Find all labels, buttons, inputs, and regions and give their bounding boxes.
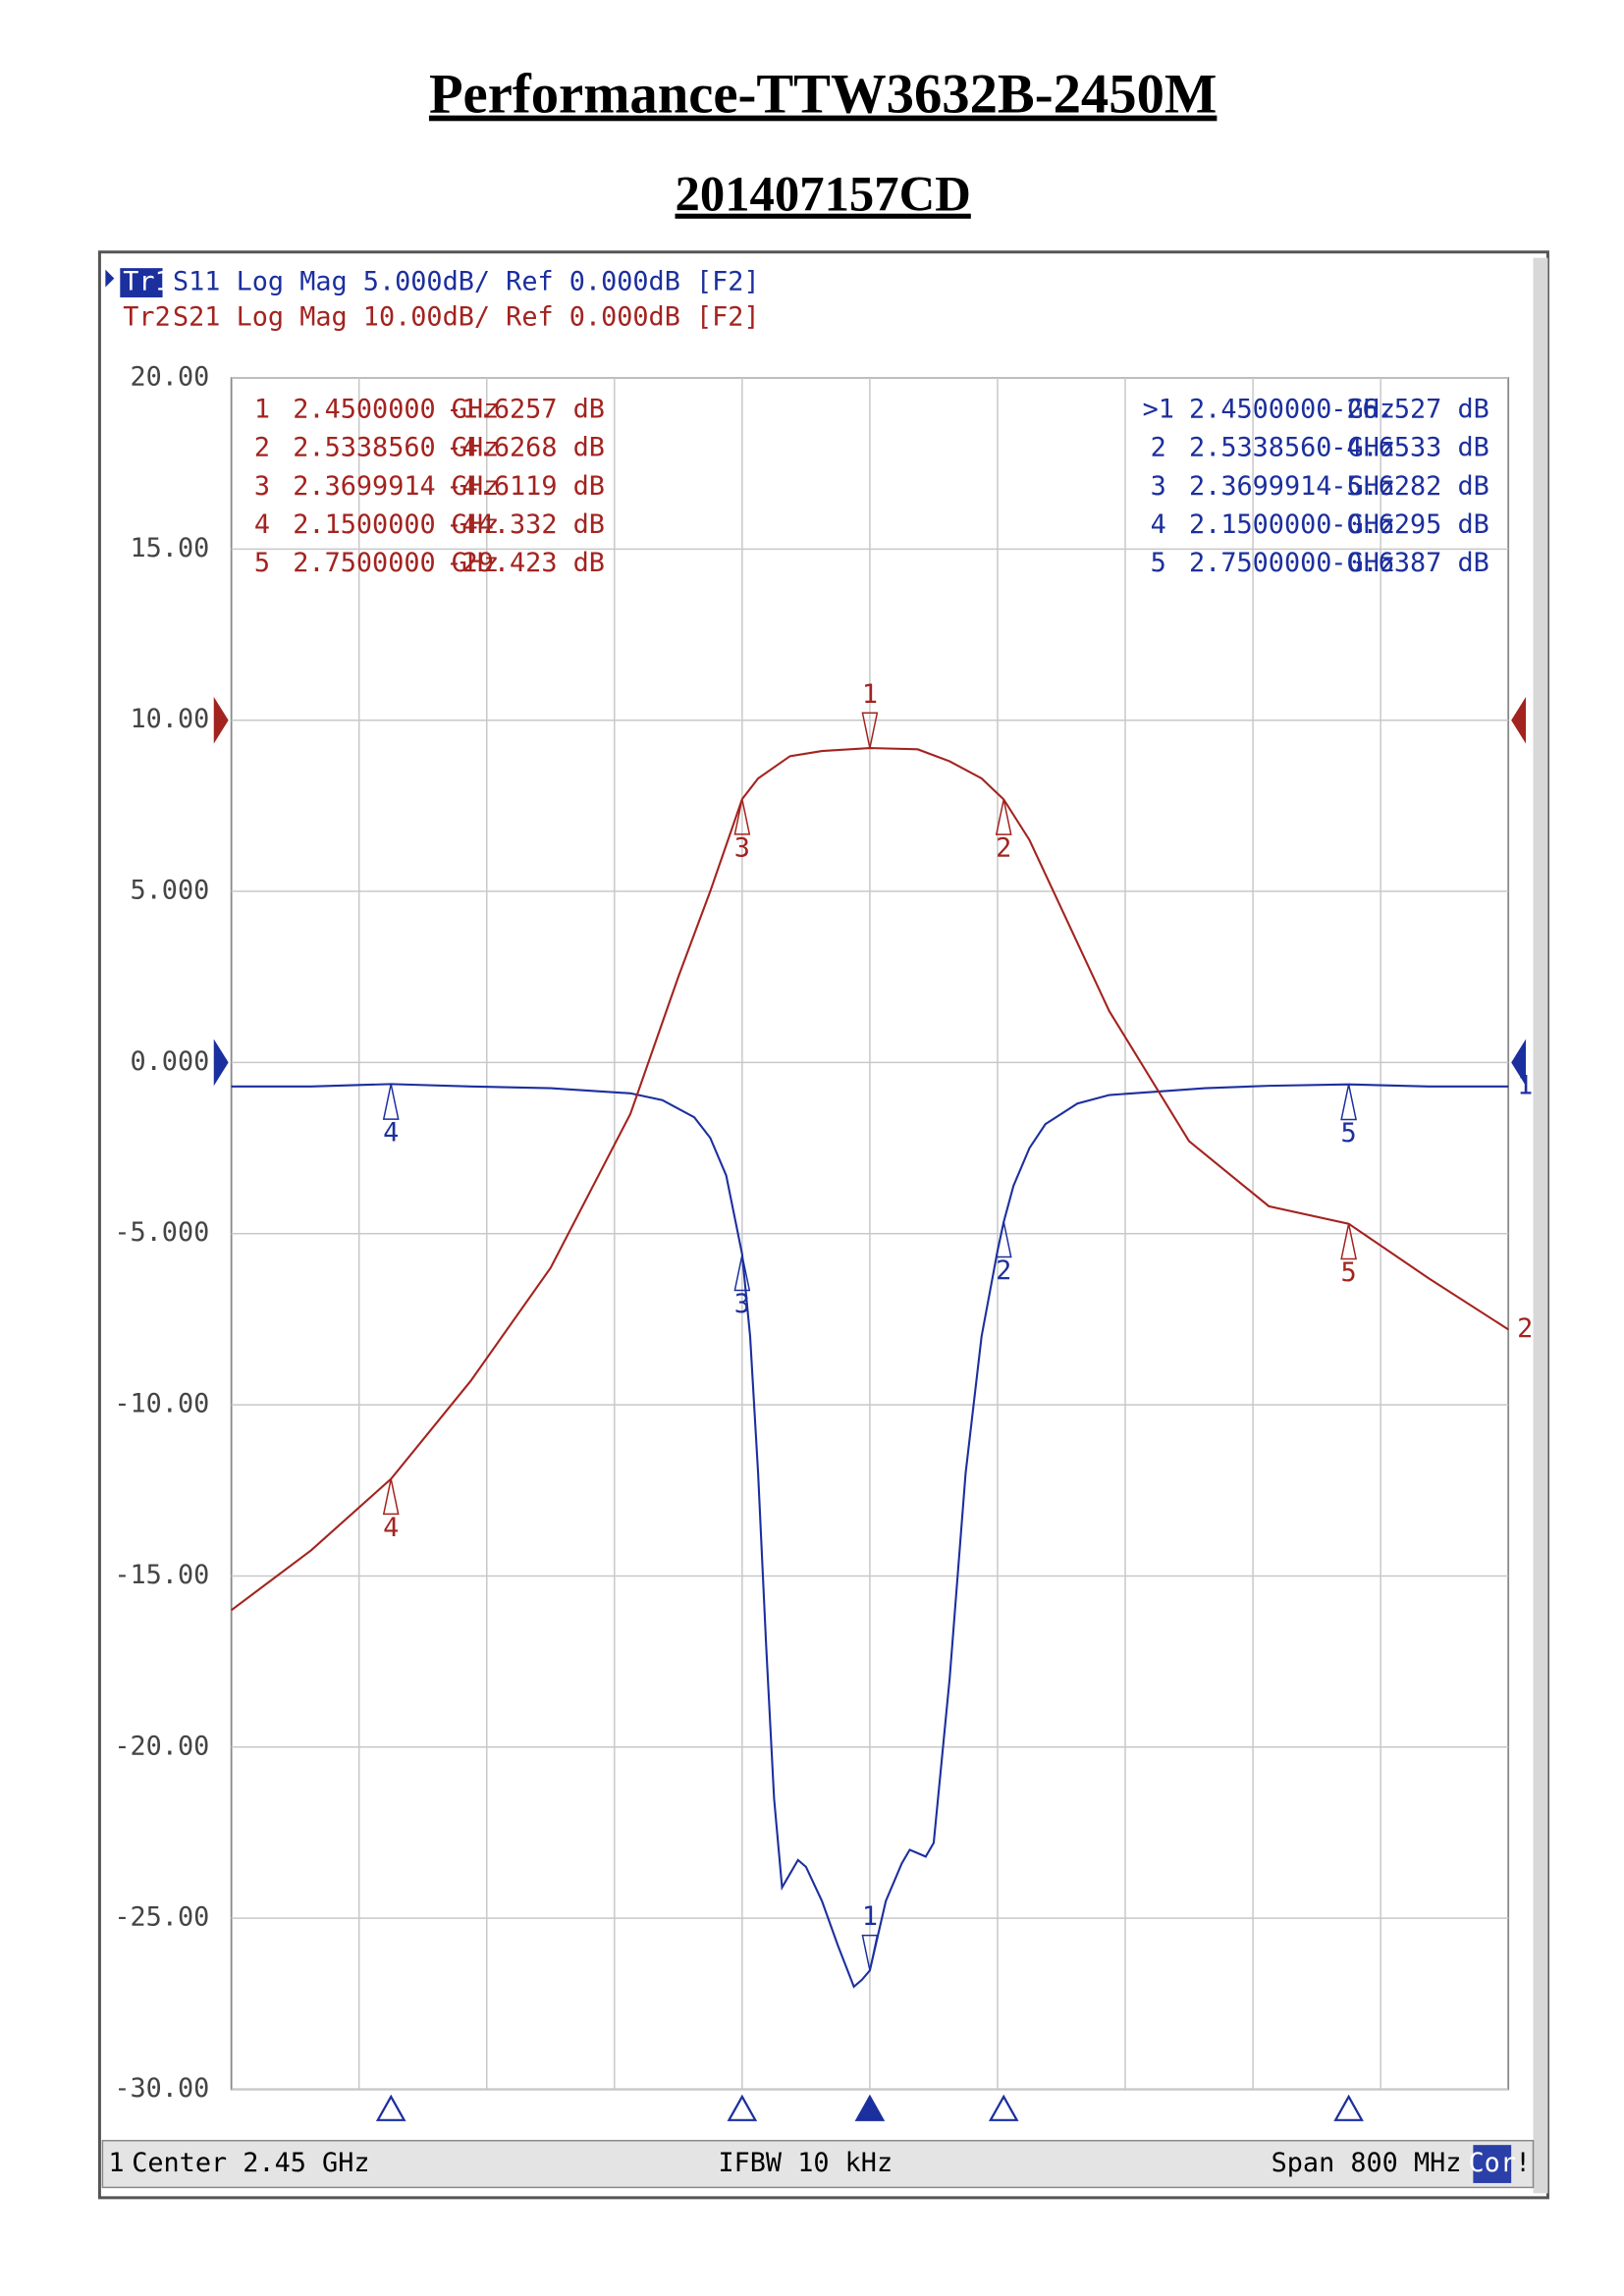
marker-table-id: 4 (254, 509, 270, 540)
marker (995, 1221, 1012, 1258)
marker-table-value: -1.6257 dB (446, 394, 605, 424)
y-tick-label: -30.00 (114, 2073, 209, 2104)
trace (231, 747, 1509, 1612)
active-arrow (105, 269, 115, 288)
marker (1340, 1223, 1357, 1260)
marker-label: 4 (383, 1513, 399, 1543)
trace-header: S11 Log Mag 5.000dB/ Ref 0.000dB [F2] (173, 267, 760, 297)
trace-tag: Tr1 (123, 267, 170, 297)
trace-number: 1 (1517, 1070, 1533, 1100)
marker-label: 3 (734, 832, 750, 863)
marker-table-value: -44.332 dB (446, 509, 605, 540)
marker-table-id: 3 (254, 471, 270, 502)
title: Performance-TTW3632B-2450M (429, 65, 1217, 126)
ref-arrow (213, 696, 229, 744)
marker-table-freq: 2.7500000 GHz (1189, 548, 1395, 578)
y-tick-label: 0.000 (131, 1046, 210, 1077)
y-tick-label: 10.00 (131, 704, 210, 734)
marker-table-freq: 2.5338560 GHz (293, 433, 499, 463)
y-tick-label: -25.00 (114, 1902, 209, 1933)
marker (733, 798, 751, 835)
marker-label: 4 (383, 1118, 399, 1148)
marker-label: 5 (1341, 1257, 1357, 1288)
marker-table-freq: 2.1500000 GHz (293, 509, 499, 540)
stimulus-marker (375, 2094, 406, 2121)
marker (995, 799, 1012, 835)
screen-frame (97, 250, 1549, 2200)
marker-table-value: -4.6533 dB (1330, 433, 1489, 463)
y-tick-label: -5.000 (114, 1217, 209, 1248)
status-bar (101, 2139, 1535, 2189)
stimulus-marker (1333, 2094, 1364, 2121)
marker (861, 712, 879, 749)
ifbw: IFBW 10 kHz (718, 2148, 893, 2178)
marker-table-value: -29.423 dB (446, 548, 605, 578)
marker-label: 1 (862, 1901, 878, 1932)
marker-table-value: -0.6387 dB (1330, 548, 1489, 578)
marker-table-freq: 2.3699914 GHz (1189, 471, 1395, 502)
marker-table-id: 2 (1151, 433, 1166, 463)
marker-table-freq: 2.4500000 GHz (1189, 394, 1395, 424)
span: Span 800 MHz (1272, 2148, 1462, 2178)
marker-table-id: 1 (254, 394, 270, 424)
marker (382, 1478, 400, 1516)
center: Center 2.45 GHz (132, 2148, 369, 2178)
stimulus-marker (727, 2094, 758, 2121)
trace-number: 2 (1517, 1313, 1533, 1344)
y-tick-label: -20.00 (114, 1731, 209, 1761)
marker (1340, 1084, 1357, 1121)
ref-arrow (213, 1039, 229, 1087)
cor-box (1473, 2145, 1512, 2183)
trace-tag: Tr2 (123, 301, 170, 332)
marker-table-freq: 2.5338560 GHz (1189, 433, 1395, 463)
marker-table-id: 4 (1151, 509, 1166, 540)
marker-label: 2 (996, 833, 1011, 864)
cor: Cor (1469, 2148, 1516, 2178)
marker-table-id: 5 (1151, 548, 1166, 578)
active-trace-box (120, 268, 163, 297)
stimulus-marker (854, 2094, 886, 2121)
stimulus-marker (988, 2094, 1019, 2121)
y-tick-label: 20.00 (131, 362, 210, 393)
marker-table-freq: 2.7500000 GHz (293, 548, 499, 578)
marker (733, 1255, 751, 1292)
marker-table-id: 2 (254, 433, 270, 463)
marker-label: 1 (862, 679, 878, 710)
y-tick-label: -10.00 (114, 1389, 209, 1419)
ref-arrow (1511, 696, 1527, 744)
scrollbar (1533, 257, 1548, 2194)
marker-table-id: 5 (254, 548, 270, 578)
marker-label: 2 (996, 1255, 1011, 1286)
marker-table-value: -0.6295 dB (1330, 509, 1489, 540)
y-tick-label: -15.00 (114, 1560, 209, 1590)
marker-label: 5 (1341, 1118, 1357, 1148)
marker-table-value: -4.6119 dB (446, 471, 605, 502)
trace-header: S21 Log Mag 10.00dB/ Ref 0.000dB [F2] (173, 301, 760, 332)
marker-table-value: -4.6268 dB (446, 433, 605, 463)
y-tick-label: 5.000 (131, 876, 210, 906)
marker (861, 1934, 879, 1971)
trace (231, 1083, 1509, 1989)
marker-table-freq: 2.3699914 GHz (293, 471, 499, 502)
marker-table-freq: 2.4500000 GHz (293, 394, 499, 424)
y-tick-label: 15.00 (131, 533, 210, 563)
marker-table-freq: 2.1500000 GHz (1189, 509, 1395, 540)
marker-table-id: 3 (1151, 471, 1166, 502)
flag: ! (1515, 2148, 1531, 2178)
marker-label: 3 (734, 1289, 750, 1319)
marker-table-value: -5.6282 dB (1330, 471, 1489, 502)
marker (382, 1084, 400, 1120)
marker-table-value: -26.527 dB (1330, 394, 1489, 424)
marker-table-id: >1 (1143, 394, 1174, 424)
channel: 1 (108, 2148, 124, 2178)
ref-arrow (1511, 1039, 1527, 1087)
subtitle: 201407157CD (676, 167, 971, 222)
